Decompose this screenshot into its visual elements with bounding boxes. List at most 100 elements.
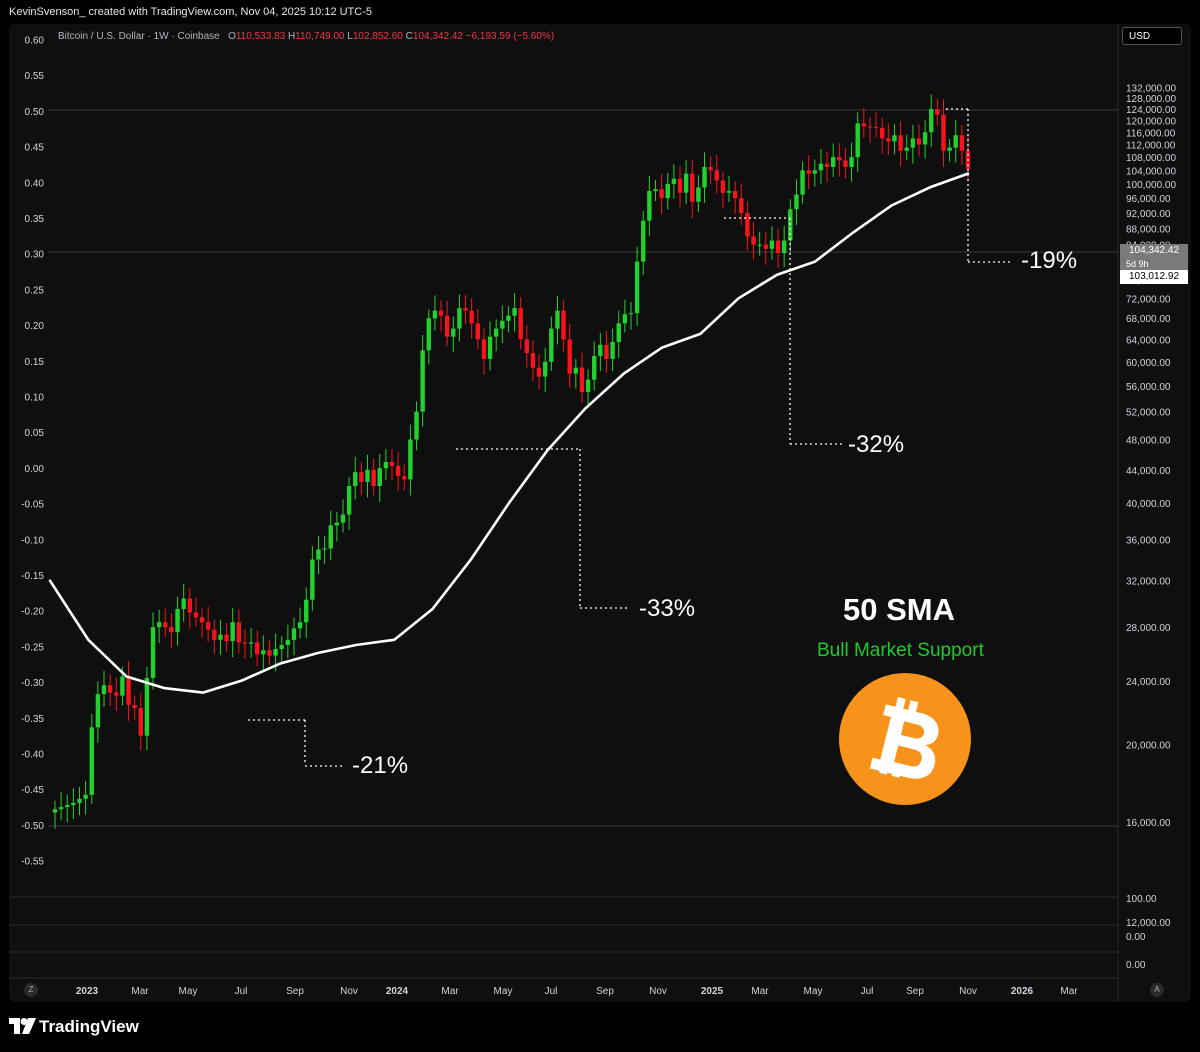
candle-body [475, 323, 480, 340]
price-tick-label: 132,000.00 [1126, 83, 1176, 94]
left-tick-label: 0.45 [25, 143, 45, 154]
candle-body [346, 485, 352, 515]
candle-body [291, 628, 297, 640]
candle-body [199, 617, 205, 623]
candle-body [892, 135, 897, 142]
candle-body [720, 180, 726, 193]
countdown-value: 5d 9h [1126, 259, 1149, 269]
candle-body [493, 328, 499, 337]
change-value: −6,193.59 (−5.60%) [465, 31, 555, 42]
candle-body [824, 163, 830, 167]
candle-body [561, 310, 566, 340]
candle-body [451, 328, 456, 337]
drawdown-label-2: -33% [639, 595, 696, 622]
left-tick-label: -0.35 [21, 714, 44, 725]
left-tick-label: 0.10 [25, 393, 45, 404]
open-value: 110,533.83 [235, 31, 286, 42]
candle-body [830, 157, 836, 167]
zoom-toggle-button[interactable]: Z [24, 983, 38, 997]
drawdown-label-3: -32% [848, 431, 905, 458]
candle-body [169, 627, 174, 633]
candle-body [524, 339, 530, 354]
left-tick-label: 0.55 [25, 71, 45, 82]
time-tick-label: Jul [861, 986, 874, 997]
candle-body [334, 522, 340, 526]
candle-body [757, 244, 762, 246]
candle-body [647, 190, 652, 221]
time-tick-label: 2026 [1011, 986, 1034, 997]
left-tick-label: 0.15 [25, 357, 45, 368]
candle-body [794, 194, 799, 210]
left-tick-label: -0.50 [21, 821, 44, 832]
left-tick-label: -0.30 [21, 678, 44, 689]
price-tick-label: 68,000.00 [1126, 314, 1171, 325]
candle-body [739, 198, 744, 213]
candle-body [585, 379, 591, 393]
candle-body [322, 548, 327, 550]
currency-button[interactable]: USD [1122, 27, 1182, 45]
close-value: 104,342.42 [412, 31, 463, 42]
candle-body [708, 166, 713, 171]
left-tick-label: -0.05 [21, 500, 44, 511]
candle-body [886, 138, 891, 142]
candle-body [849, 157, 854, 167]
candle-body [536, 367, 542, 377]
left-tick-label: 0.25 [25, 285, 45, 296]
candle-body [843, 160, 848, 167]
sma-price-tag: 103,012.92 [1120, 270, 1188, 284]
drawdown-label-4: -19% [1021, 247, 1078, 274]
attribution-text: KevinSvenson_ created with TradingView.c… [9, 6, 372, 18]
tradingview-logo-icon [9, 1018, 36, 1034]
last-price-tag: 104,342.42 5d 9h [1120, 244, 1188, 272]
candle-body [622, 314, 628, 324]
candle-body [58, 807, 64, 810]
candle-body [279, 645, 284, 649]
candle-body [837, 157, 842, 161]
candle-body [463, 308, 468, 311]
auto-scale-button[interactable]: A [1150, 983, 1164, 997]
open-label: O [228, 31, 236, 42]
candle-body [444, 315, 450, 337]
candle-body [818, 163, 824, 171]
price-tick-label: 92,000.00 [1126, 209, 1171, 220]
candle-body [947, 147, 952, 151]
left-tick-label: 0.50 [25, 107, 45, 118]
candle-body [677, 178, 683, 193]
candle-body [665, 183, 670, 199]
candle-body [395, 465, 401, 477]
sma-price-value: 103,012.92 [1128, 271, 1180, 282]
candle-body [935, 109, 940, 115]
time-tick-label: Mar [751, 986, 769, 997]
candle-body [579, 367, 585, 393]
candle-body [500, 320, 505, 329]
left-tick-label: 0.40 [25, 178, 45, 189]
candle-body [163, 622, 168, 628]
candle-body [769, 240, 775, 249]
candle-body [316, 549, 321, 560]
chart-frame[interactable] [9, 24, 1191, 1002]
sma-50-line [48, 172, 970, 694]
price-tick-label: 96,000.00 [1126, 194, 1171, 205]
candle-body [114, 692, 119, 696]
time-tick-label: May [179, 986, 198, 997]
candle-body [910, 138, 916, 148]
time-tick-label: Jul [545, 986, 558, 997]
left-tick-label: -0.45 [21, 785, 44, 796]
low-label: L [347, 31, 353, 42]
left-tick-label: -0.15 [21, 571, 44, 582]
candle-body [592, 356, 597, 380]
left-tick-label: -0.25 [21, 642, 44, 653]
candle-body [144, 677, 150, 736]
candle-body [212, 629, 217, 640]
time-tick-label: Mar [1060, 986, 1078, 997]
candle-body [916, 138, 922, 145]
time-tick-label: Nov [959, 986, 977, 997]
price-tick-label: 20,000.00 [1126, 740, 1171, 751]
candle-body [414, 411, 419, 440]
candle-body [438, 310, 444, 316]
time-tick-label: Mar [131, 986, 149, 997]
candle-body [340, 514, 346, 523]
candle-body [242, 642, 248, 644]
candle-body [812, 170, 818, 174]
